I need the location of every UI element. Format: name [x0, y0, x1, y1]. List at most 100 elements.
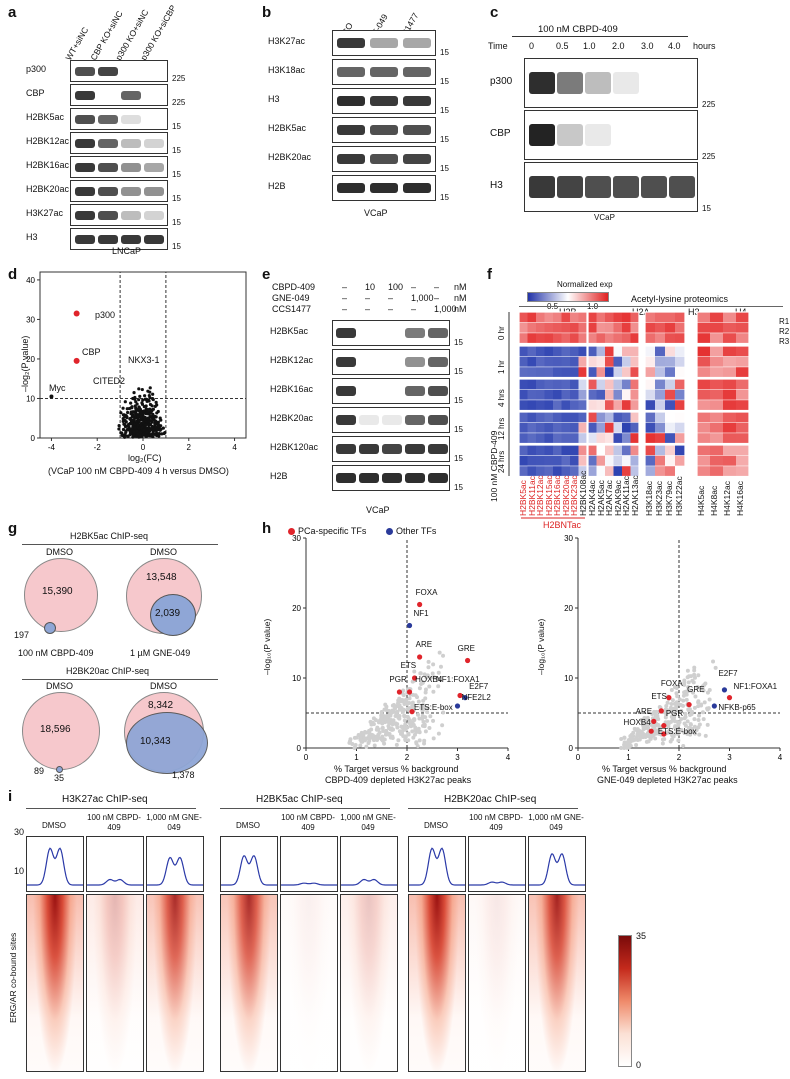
lane-label: WT+siNC [63, 25, 91, 63]
motif-point [422, 672, 427, 677]
point-p300 [73, 310, 80, 317]
heatmap-cell [630, 455, 639, 466]
band [370, 66, 398, 78]
data-point [143, 394, 147, 398]
condition-value: – [434, 282, 440, 292]
tf-point [462, 695, 468, 701]
blot-strip [332, 175, 436, 201]
condition-label: 1 µM GNE-049 [130, 648, 191, 658]
heatmap-cell [536, 455, 545, 466]
heatmap-cell [605, 445, 614, 456]
tf-label: GRE [457, 643, 475, 653]
motif-point [692, 724, 697, 729]
heatmap-cell [675, 400, 685, 411]
band [336, 385, 356, 397]
heatmap-cell [675, 367, 685, 378]
motif-point [625, 740, 630, 745]
motif-point [639, 717, 644, 722]
time-point: 4.0 [668, 41, 681, 51]
chip-heatmap [528, 894, 586, 1072]
blot-row-label: p300 [490, 76, 513, 87]
band [585, 72, 611, 94]
heatmap-cell [736, 466, 749, 477]
band [382, 443, 402, 455]
motif-point [683, 715, 688, 720]
mw-marker: 15 [172, 146, 181, 155]
heatmap-cell [622, 356, 631, 367]
heatmap-cell [605, 379, 614, 390]
point-label-p300: p300 [95, 310, 116, 320]
motif-point [654, 731, 659, 736]
panel-label-h: h [262, 520, 272, 537]
motif-point [676, 701, 681, 706]
mw-marker: 15 [454, 367, 463, 376]
motif-point [423, 729, 428, 734]
band [403, 182, 431, 194]
heatmap-cell [697, 322, 710, 333]
band [405, 385, 425, 397]
band [382, 414, 402, 426]
band [613, 72, 639, 94]
motif-point [422, 706, 427, 711]
condition-value: – [411, 304, 417, 314]
heatmap-cell [645, 455, 655, 466]
heatmap-cell [561, 379, 570, 390]
panel-label-c: c [490, 4, 499, 21]
x-tick: 3 [727, 753, 732, 762]
heatmap-cell [596, 356, 605, 367]
motif-point [401, 724, 406, 729]
heatmap-title: Acetyl-lysine proteomics [631, 294, 729, 304]
data-point [121, 406, 125, 410]
heatmap-cell [605, 433, 614, 444]
venn-count: 13,548 [146, 572, 177, 583]
mw-marker: 15 [172, 122, 181, 131]
heatmap-cell [561, 312, 570, 323]
chip-heatmap [220, 894, 278, 1072]
mw-marker: 15 [454, 396, 463, 405]
heatmap-cell [544, 433, 553, 444]
motif-point [368, 719, 373, 724]
heatmap-cell [645, 433, 655, 444]
motif-point [651, 725, 656, 730]
data-point [137, 418, 141, 423]
venn-count: 35 [54, 773, 65, 783]
group-title: H2BK5ac ChIP-seq [256, 794, 343, 805]
data-point [133, 426, 137, 430]
profile-plot [220, 836, 278, 892]
venn-count: 1,378 [172, 770, 195, 780]
data-point [147, 399, 151, 403]
band [529, 124, 555, 146]
heatmap-cell [697, 455, 710, 466]
motif-point [361, 732, 366, 737]
motif-point [703, 733, 708, 738]
band [75, 114, 95, 124]
mw-marker: 15 [702, 204, 711, 213]
motif-point [410, 700, 415, 705]
chip-title: H2BK5ac ChIP-seq [70, 531, 149, 541]
data-point [148, 386, 152, 390]
motif-point [707, 688, 712, 693]
motif-point [356, 733, 361, 738]
blot-strip [332, 88, 436, 114]
column-label: DMSO [42, 821, 66, 830]
heatmap-cell [665, 312, 675, 323]
band [144, 186, 164, 196]
panel-label-d: d [8, 266, 18, 283]
motif-point [711, 659, 716, 664]
column-label: H2AK13ac [629, 475, 640, 516]
point-label-cbp: CBP [82, 347, 101, 357]
heatmap-cell [588, 356, 597, 367]
heatmap-cell [553, 356, 562, 367]
band [359, 472, 379, 484]
time-label: 1 hr [497, 360, 506, 374]
group-label: H2A [632, 307, 650, 317]
heatmap-cell [630, 400, 639, 411]
blot-strip [332, 30, 436, 56]
blot-row-label: H2BK16ac [270, 384, 314, 394]
heatmap-cell [570, 312, 579, 323]
tf-label: ETS:E-box [414, 703, 453, 712]
heatmap-cell [519, 455, 528, 466]
blot-strip [70, 204, 168, 226]
x-tick: 4 [778, 753, 783, 762]
motif-point [669, 719, 674, 724]
